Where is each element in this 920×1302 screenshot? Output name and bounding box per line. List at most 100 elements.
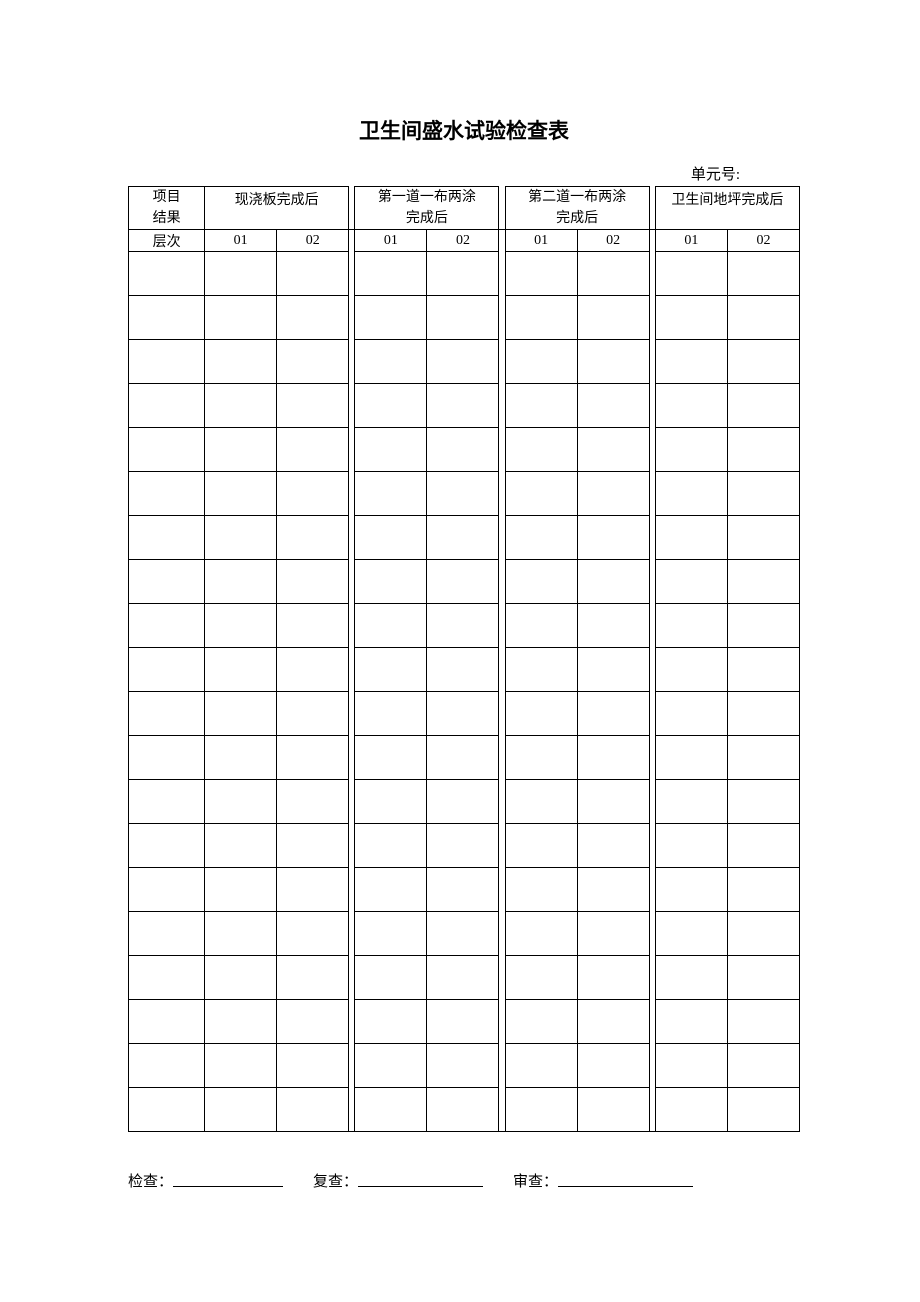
- data-cell: [727, 648, 799, 692]
- data-cell: [655, 428, 727, 472]
- data-cell: [505, 296, 577, 340]
- data-cell: [577, 648, 649, 692]
- data-cell: [655, 1000, 727, 1044]
- table-row: [129, 1000, 800, 1044]
- header-group-1: 第一道一布两涂 完成后: [355, 187, 499, 230]
- data-cell: [355, 252, 427, 296]
- table-row: [129, 252, 800, 296]
- data-cell: [355, 956, 427, 1000]
- data-cell: [277, 252, 349, 296]
- data-cell: [577, 604, 649, 648]
- unit-number-label: 单元号:: [128, 163, 800, 184]
- table-row: [129, 296, 800, 340]
- data-cell: [727, 604, 799, 648]
- data-cell: [577, 472, 649, 516]
- data-cell: [129, 692, 205, 736]
- data-cell: [277, 340, 349, 384]
- data-cell: [205, 516, 277, 560]
- data-cell: [577, 384, 649, 428]
- data-cell: [205, 648, 277, 692]
- data-cell: [129, 736, 205, 780]
- data-cell: [727, 296, 799, 340]
- data-cell: [727, 560, 799, 604]
- data-cell: [129, 780, 205, 824]
- data-cell: [505, 648, 577, 692]
- data-cell: [655, 780, 727, 824]
- data-cell: [277, 1000, 349, 1044]
- data-cell: [577, 340, 649, 384]
- data-cell: [655, 472, 727, 516]
- data-cell: [277, 780, 349, 824]
- data-cell: [277, 516, 349, 560]
- data-cell: [355, 912, 427, 956]
- table-row: [129, 1088, 800, 1132]
- data-cell: [427, 648, 499, 692]
- data-cell: [355, 340, 427, 384]
- data-cell: [577, 252, 649, 296]
- data-cell: [355, 648, 427, 692]
- data-cell: [577, 1044, 649, 1088]
- data-cell: [505, 472, 577, 516]
- data-cell: [427, 472, 499, 516]
- table-row: [129, 912, 800, 956]
- table-body: [129, 252, 800, 1132]
- data-cell: [129, 648, 205, 692]
- signature-row: 检查： 复查： 审查：: [128, 1170, 800, 1191]
- table-row: [129, 384, 800, 428]
- table-row: [129, 472, 800, 516]
- data-cell: [727, 1000, 799, 1044]
- data-cell: [355, 604, 427, 648]
- data-cell: [727, 824, 799, 868]
- spacer: [283, 1170, 313, 1191]
- sub-col: 01: [355, 230, 427, 252]
- data-cell: [727, 868, 799, 912]
- data-cell: [655, 560, 727, 604]
- data-cell: [505, 1000, 577, 1044]
- data-cell: [505, 1088, 577, 1132]
- data-cell: [655, 1088, 727, 1132]
- data-cell: [427, 1000, 499, 1044]
- data-cell: [355, 428, 427, 472]
- header-group-2: 第二道一布两涂 完成后: [505, 187, 649, 230]
- data-cell: [655, 648, 727, 692]
- data-cell: [355, 824, 427, 868]
- header-group-1-l1: 第一道一布两涂: [378, 190, 476, 205]
- data-cell: [205, 604, 277, 648]
- data-cell: [205, 472, 277, 516]
- inspection-table: 项目 结果 现浇板完成后 第一道一布两涂 完成后 第二道一布两涂 完成后 卫生间…: [128, 186, 800, 1132]
- table-row: [129, 604, 800, 648]
- data-cell: [655, 340, 727, 384]
- data-cell: [277, 1088, 349, 1132]
- sub-col: 02: [577, 230, 649, 252]
- data-cell: [505, 604, 577, 648]
- data-cell: [727, 340, 799, 384]
- data-cell: [655, 956, 727, 1000]
- data-cell: [205, 912, 277, 956]
- data-cell: [355, 384, 427, 428]
- data-cell: [427, 780, 499, 824]
- data-cell: [427, 296, 499, 340]
- header-group-3: 卫生间地坪完成后: [655, 187, 799, 230]
- data-cell: [427, 252, 499, 296]
- data-cell: [129, 1000, 205, 1044]
- table-row: [129, 648, 800, 692]
- header-level: 层次: [129, 230, 205, 252]
- data-cell: [427, 824, 499, 868]
- data-cell: [727, 428, 799, 472]
- data-cell: [129, 604, 205, 648]
- data-cell: [355, 692, 427, 736]
- data-cell: [577, 560, 649, 604]
- data-cell: [355, 296, 427, 340]
- data-cell: [577, 956, 649, 1000]
- data-cell: [505, 912, 577, 956]
- data-cell: [427, 384, 499, 428]
- data-cell: [277, 384, 349, 428]
- data-cell: [129, 560, 205, 604]
- sub-col: 02: [427, 230, 499, 252]
- data-cell: [355, 1000, 427, 1044]
- table-row: [129, 868, 800, 912]
- data-cell: [655, 824, 727, 868]
- table-row: [129, 428, 800, 472]
- data-cell: [355, 472, 427, 516]
- data-cell: [577, 780, 649, 824]
